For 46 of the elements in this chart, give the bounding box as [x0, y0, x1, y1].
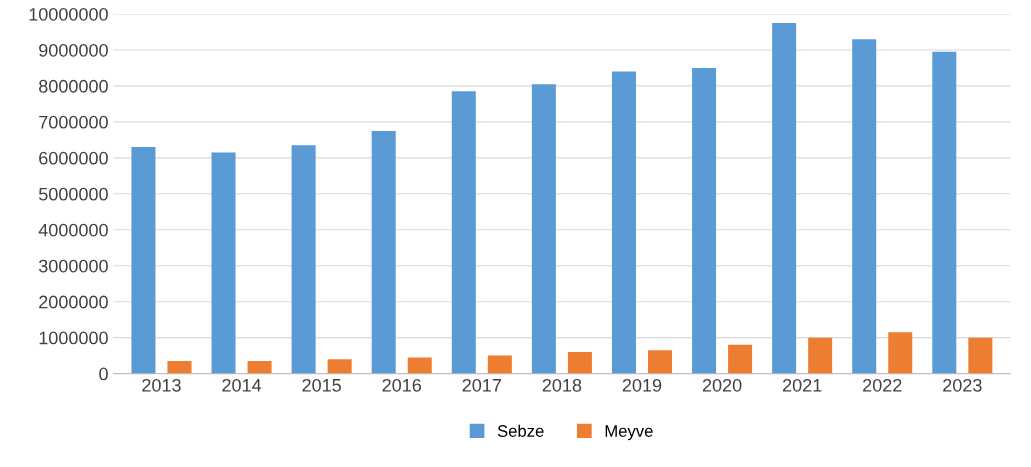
y-tick-label: 9000000	[39, 43, 108, 57]
x-tick-label: 2022	[863, 378, 902, 392]
legend-label: Sebze	[497, 424, 544, 437]
y-tick-label: 5000000	[38, 187, 108, 201]
x-tick-label: 2013	[142, 378, 181, 392]
y-tick-label: 1000000	[39, 331, 108, 345]
bar	[772, 23, 797, 374]
bar	[247, 361, 272, 374]
y-tick-label: 3000000	[38, 259, 108, 273]
bar	[167, 361, 192, 374]
bar	[211, 152, 236, 374]
bar	[808, 337, 833, 374]
x-tick-label: 2015	[302, 378, 341, 392]
bar	[487, 355, 512, 374]
bar	[451, 91, 476, 374]
y-tick-label: 7000000	[39, 115, 108, 129]
y-tick-label: 0	[99, 367, 108, 381]
legend-label: Meyve	[605, 425, 653, 441]
y-tick-label: 10000000	[29, 7, 108, 21]
bar	[131, 147, 156, 374]
bar	[852, 39, 877, 374]
y-tick-label: 6000000	[39, 151, 108, 165]
x-tick-label: 2018	[542, 378, 582, 392]
bar	[531, 84, 556, 374]
bar	[567, 352, 592, 374]
bar	[291, 145, 316, 374]
y-tick-label: 4000000	[38, 223, 108, 237]
bar	[968, 337, 993, 374]
bar	[888, 332, 913, 374]
x-tick-label: 2019	[622, 378, 662, 392]
y-tick-label: 2000000	[39, 295, 108, 309]
x-tick-label: 2016	[382, 378, 422, 392]
x-tick-label: 2021	[782, 378, 822, 392]
bar	[371, 130, 396, 374]
bar	[327, 359, 352, 374]
y-tick-label: 8000000	[39, 79, 108, 93]
bar	[407, 357, 432, 374]
bar	[728, 344, 753, 374]
x-tick-label: 2014	[222, 378, 262, 392]
x-tick-label: 2023	[943, 378, 982, 392]
bar	[692, 67, 717, 374]
x-tick-label: 2020	[702, 378, 742, 392]
x-tick-label: 2017	[462, 378, 501, 392]
bar	[611, 71, 636, 374]
bar	[647, 350, 673, 374]
bar	[932, 51, 957, 374]
